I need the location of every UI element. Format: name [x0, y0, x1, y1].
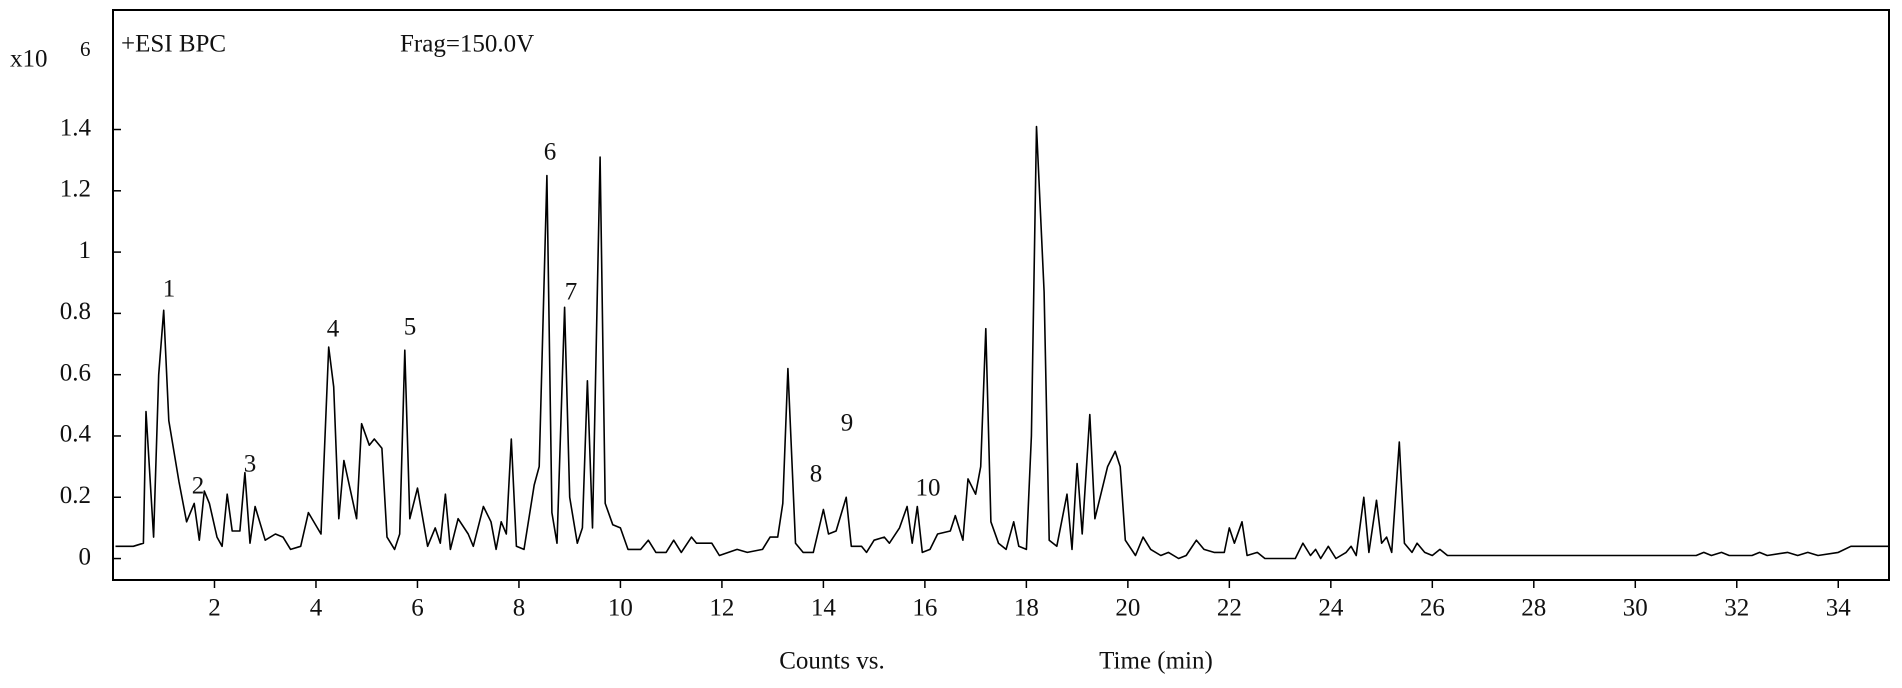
peak-label: 4: [327, 316, 340, 343]
x-tick-label: 32: [1724, 595, 1749, 622]
x-tick-label: 6: [411, 595, 424, 622]
fragmentor-label: Frag=150.0V: [400, 31, 534, 58]
peak-label: 8: [810, 461, 823, 488]
x-tick-label: 4: [310, 595, 323, 622]
x-tick-label: 24: [1318, 595, 1344, 622]
y-tick-label: 0.8: [60, 298, 91, 325]
x-tick-label: 10: [608, 595, 633, 622]
peak-label: 9: [841, 410, 854, 437]
chromatogram-trace: [115, 125, 1889, 560]
x-tick-label: 26: [1420, 595, 1445, 622]
y-tick-label: 0.2: [60, 482, 91, 509]
method-label: +ESI BPC: [121, 31, 226, 58]
y-tick-label: 0.6: [60, 359, 91, 386]
peak-label: 1: [163, 276, 176, 303]
x-tick-label: 2: [208, 595, 221, 622]
x-tick-label: 20: [1115, 595, 1140, 622]
peak-label: 6: [544, 139, 557, 166]
peak-label: 5: [404, 314, 417, 341]
y-scale-label: x10: [10, 46, 48, 73]
x-tick-label: 18: [1014, 595, 1039, 622]
x-tick-label: 16: [912, 595, 937, 622]
x-axis-label: Counts vs.: [779, 648, 885, 675]
peak-label: 10: [916, 475, 941, 502]
peak-label: 7: [565, 279, 578, 306]
x-tick-label: 30: [1623, 595, 1648, 622]
x-tick-label: 22: [1217, 595, 1242, 622]
y-tick-label: 1: [79, 237, 92, 264]
x-tick-label: 28: [1521, 595, 1546, 622]
y-tick-label: 1.4: [60, 114, 92, 141]
peak-label: 3: [244, 451, 257, 478]
y-tick-label: 1.2: [60, 176, 91, 203]
x-axis-label: Time (min): [1099, 648, 1213, 675]
peak-label: 2: [192, 473, 205, 500]
y-scale-exponent: 6: [80, 37, 91, 61]
x-tick-label: 8: [513, 595, 526, 622]
y-tick-label: 0: [79, 543, 92, 570]
plot-frame: [112, 9, 1890, 581]
x-tick-label: 14: [811, 595, 837, 622]
x-tick-label: 12: [709, 595, 734, 622]
x-tick-label: 34: [1826, 595, 1852, 622]
y-tick-label: 0.4: [60, 421, 92, 448]
